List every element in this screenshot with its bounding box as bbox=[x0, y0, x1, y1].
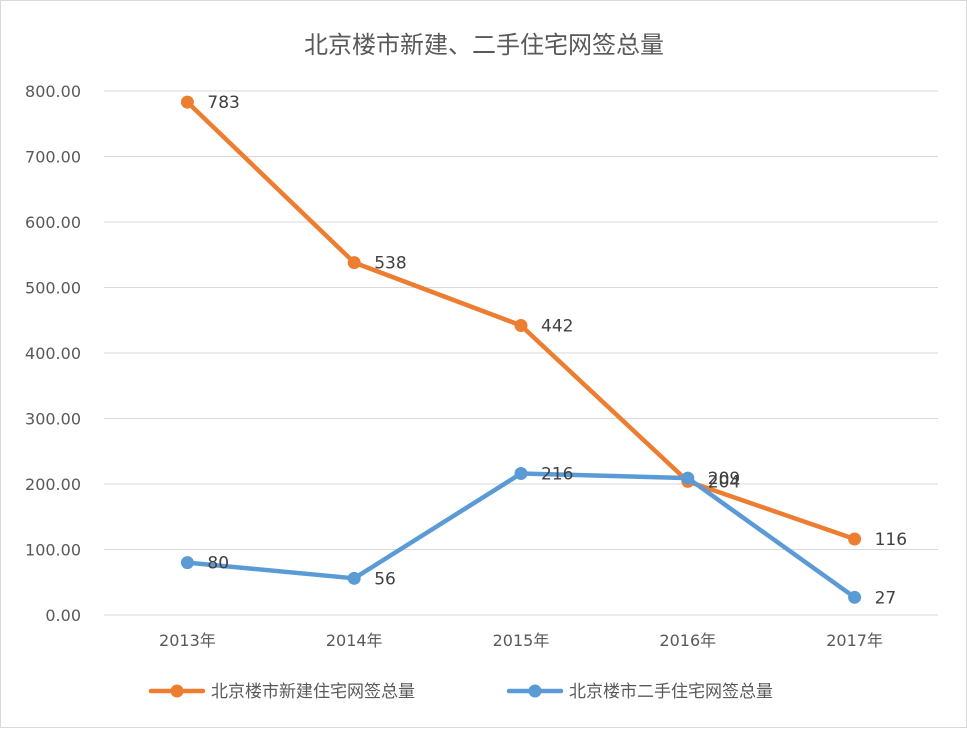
data-label: 538 bbox=[374, 254, 406, 274]
data-point bbox=[514, 318, 528, 332]
y-tick-label: 400.00 bbox=[25, 344, 81, 363]
legend-label: 北京楼市二手住宅网签总量 bbox=[569, 682, 773, 702]
data-point bbox=[180, 556, 194, 570]
data-label: 216 bbox=[541, 465, 573, 485]
x-tick-label: 2016年 bbox=[659, 631, 716, 650]
y-axis-ticks: 0.00 100.00 200.00 300.00 400.00 500.00 600.00… bbox=[25, 82, 81, 625]
data-label: 442 bbox=[541, 316, 573, 336]
legend-swatch-marker bbox=[528, 684, 542, 698]
x-tick-label: 2014年 bbox=[326, 631, 383, 650]
y-tick-label: 300.00 bbox=[25, 410, 81, 429]
x-axis-ticks: 2013年 2014年 2015年 2016年 2017年 bbox=[159, 631, 883, 650]
y-tick-label: 0.00 bbox=[45, 606, 81, 625]
data-point bbox=[848, 590, 862, 604]
y-tick-label: 700.00 bbox=[25, 148, 81, 167]
y-tick-label: 200.00 bbox=[25, 475, 81, 494]
y-tick-label: 100.00 bbox=[25, 541, 81, 560]
data-label: 56 bbox=[374, 569, 396, 589]
data-label: 204 bbox=[708, 472, 740, 492]
y-tick-label: 500.00 bbox=[25, 279, 81, 298]
legend-label: 北京楼市新建住宅网签总量 bbox=[211, 682, 415, 702]
y-tick-label: 800.00 bbox=[25, 82, 81, 101]
x-tick-label: 2015年 bbox=[493, 631, 550, 650]
gridlines bbox=[104, 90, 938, 616]
data-label: 209 bbox=[708, 469, 740, 489]
legend-swatch-marker bbox=[170, 684, 184, 698]
data-label: 27 bbox=[875, 588, 897, 608]
data-point bbox=[848, 532, 862, 546]
data-label: 783 bbox=[207, 93, 239, 113]
y-tick-label: 600.00 bbox=[25, 213, 81, 232]
legend: 北京楼市新建住宅网签总量 北京楼市二手住宅网签总量 bbox=[148, 682, 773, 702]
data-point bbox=[681, 471, 695, 485]
data-labels: 783 538 442 204 116 80 56 216 209 27 bbox=[207, 93, 907, 608]
series-line bbox=[185, 471, 857, 600]
data-label: 116 bbox=[875, 530, 907, 550]
data-point bbox=[347, 571, 361, 585]
data-point bbox=[180, 95, 194, 109]
x-tick-label: 2013年 bbox=[159, 631, 216, 650]
chart-title: 北京楼市新建、二手住宅网签总量 bbox=[304, 31, 664, 59]
x-tick-label: 2017年 bbox=[826, 631, 883, 650]
data-label: 80 bbox=[207, 554, 229, 574]
data-point bbox=[347, 256, 361, 270]
series-layer bbox=[180, 95, 862, 604]
data-point bbox=[514, 467, 528, 481]
